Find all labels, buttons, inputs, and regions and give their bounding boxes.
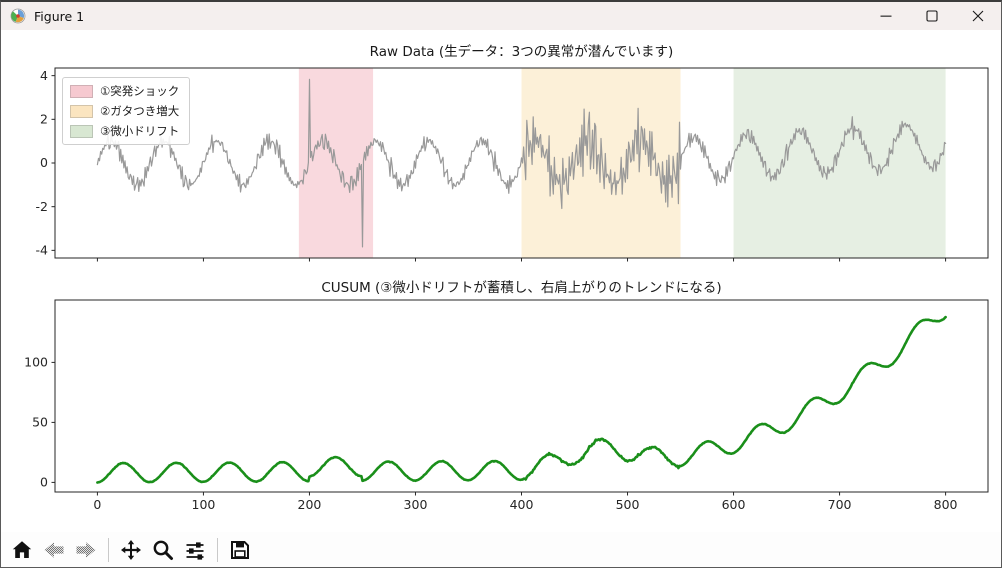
svg-text:500: 500 xyxy=(616,497,640,512)
subplot-settings-icon xyxy=(186,541,204,560)
zoom-to-rect-icon xyxy=(153,540,173,560)
close-button[interactable] xyxy=(955,2,1001,30)
back-button[interactable] xyxy=(39,535,69,565)
svg-text:2: 2 xyxy=(40,112,48,127)
subplot-settings-button[interactable] xyxy=(180,535,210,565)
legend-swatch-drift xyxy=(70,124,93,138)
svg-text:400: 400 xyxy=(510,497,534,512)
minimize-button[interactable] xyxy=(863,2,909,30)
pan-button[interactable] xyxy=(116,535,146,565)
window-controls xyxy=(863,2,1001,30)
toolbar-separator xyxy=(108,537,109,562)
zoom-to-rect-button[interactable] xyxy=(148,535,178,565)
forward-arrow-icon xyxy=(76,541,96,558)
svg-text:50: 50 xyxy=(32,415,48,430)
close-icon xyxy=(972,10,984,22)
legend-item-rattle: ②ガタつき増大 xyxy=(70,103,179,119)
navigation-toolbar xyxy=(1,532,1001,567)
legend-swatch-rattle xyxy=(70,104,93,118)
svg-text:-2: -2 xyxy=(36,199,48,214)
svg-text:4: 4 xyxy=(40,68,48,83)
svg-text:0: 0 xyxy=(93,497,101,512)
legend-label-drift: ③微小ドリフト xyxy=(100,124,180,138)
forward-button[interactable] xyxy=(71,535,101,565)
svg-text:700: 700 xyxy=(828,497,852,512)
window-titlebar: Figure 1 xyxy=(1,2,1001,30)
svg-text:100: 100 xyxy=(192,497,216,512)
maximize-button[interactable] xyxy=(909,2,955,30)
raw-chart-title: Raw Data (生データ：3つの異常が潜んでいます) xyxy=(369,44,674,60)
save-button[interactable] xyxy=(225,535,255,565)
charts-svg[interactable]: -4 -2 0 2 4 0 100 200 300 400 500 600 700 800 0 50 100 xyxy=(1,30,1002,532)
save-icon xyxy=(231,540,249,559)
pan-icon xyxy=(121,539,141,560)
cusum-chart-title: CUSUM (③微小ドリフトが蓄積し、右肩上がりのトレンドになる) xyxy=(321,280,722,296)
raw-chart-legend: ①突発ショック ②ガタつき増大 ③微小ドリフト xyxy=(62,77,191,145)
svg-text:200: 200 xyxy=(298,497,322,512)
matplotlib-logo-icon xyxy=(10,8,26,24)
legend-label-rattle: ②ガタつき増大 xyxy=(100,104,180,118)
svg-text:-4: -4 xyxy=(36,243,49,258)
svg-text:800: 800 xyxy=(934,497,958,512)
legend-item-shock: ①突発ショック xyxy=(70,83,179,99)
legend-label-shock: ①突発ショック xyxy=(100,84,180,98)
svg-text:0: 0 xyxy=(40,475,48,490)
window-title: Figure 1 xyxy=(34,8,85,24)
svg-text:100: 100 xyxy=(24,355,48,370)
svg-text:300: 300 xyxy=(404,497,428,512)
figure-canvas[interactable]: -4 -2 0 2 4 0 100 200 300 400 500 600 700 800 0 50 100 R… xyxy=(1,30,1001,532)
home-button[interactable] xyxy=(7,535,37,565)
legend-item-drift: ③微小ドリフト xyxy=(70,123,179,139)
svg-text:0: 0 xyxy=(40,155,48,170)
toolbar-separator xyxy=(217,537,218,562)
back-arrow-icon xyxy=(44,541,64,558)
svg-text:600: 600 xyxy=(722,497,746,512)
minimize-icon xyxy=(880,15,892,17)
home-icon xyxy=(12,540,32,558)
legend-swatch-shock xyxy=(70,84,93,98)
maximize-icon xyxy=(926,10,938,22)
